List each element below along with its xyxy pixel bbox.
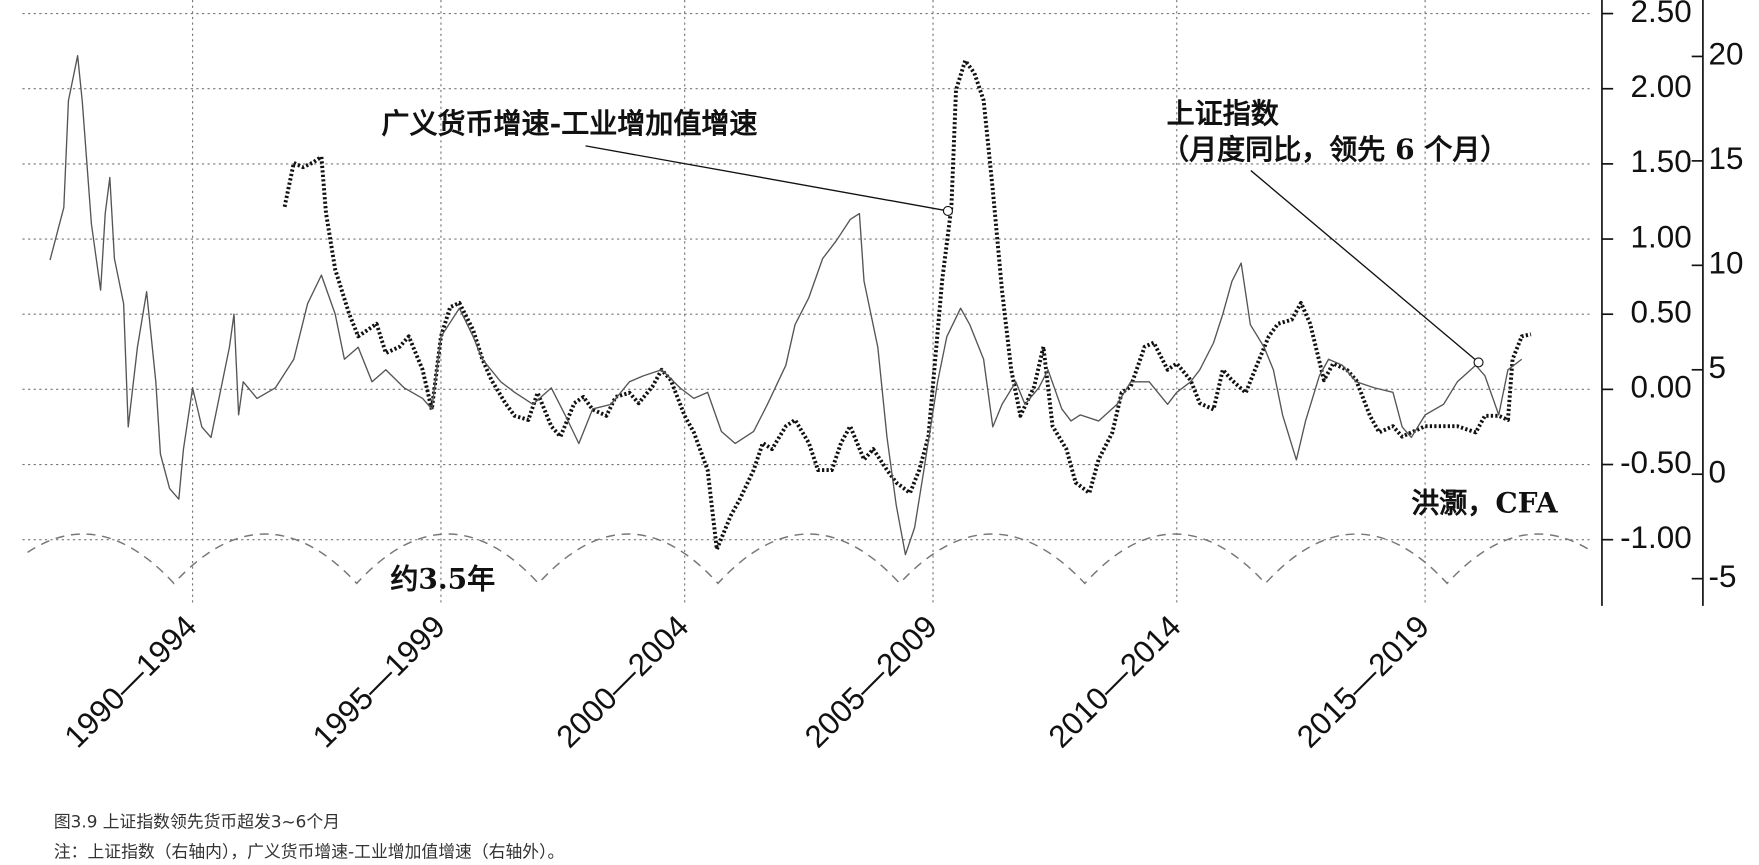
y2-tick-label: 0: [1709, 455, 1726, 490]
y-tick-label: 2.50: [1631, 0, 1692, 29]
grid: [22, 0, 1593, 606]
leader-line: [585, 145, 949, 212]
y2-tick-label: 15: [1709, 141, 1744, 176]
leader-dot: [942, 205, 953, 216]
y-tick-label: 2.00: [1631, 69, 1692, 104]
leader-line: [1250, 170, 1479, 363]
y2-tick-label: -5: [1709, 559, 1737, 594]
series-line: [282, 58, 1532, 552]
x-tick-label: 1995—1999: [306, 609, 452, 755]
y2-tick-label: 5: [1709, 350, 1726, 385]
cycle-label: 约3.5年: [390, 563, 495, 596]
y-tick-label: 1.50: [1631, 144, 1692, 179]
series-note: （月度同比，领先 6 个月）: [1161, 133, 1508, 166]
y-tick-label: 0.00: [1631, 370, 1692, 405]
y-tick-label: -0.50: [1620, 445, 1692, 480]
y-tick-label: -1.00: [1620, 520, 1692, 555]
caption-note: 注：上证指数（右轴内），广义货币增速-工业增加值增速（右轴外）。: [54, 842, 564, 862]
series-label: 广义货币增速-工业增加值增速: [381, 107, 757, 140]
y-tick-label: 1.00: [1631, 219, 1692, 254]
series-label: 上证指数: [1167, 97, 1280, 130]
leader-dot: [1473, 357, 1484, 368]
cycle-arcs: [22, 533, 1593, 585]
series-line: [49, 55, 1523, 556]
author: 洪灏，CFA: [1411, 486, 1559, 519]
y2-tick-label: 20: [1709, 37, 1744, 72]
caption: 图3.9 上证指数领先货币超发3~6个月: [54, 811, 340, 831]
x-tick-label: 2005—2009: [798, 609, 944, 755]
y-tick-label: 0.50: [1631, 295, 1692, 330]
x-tick-label: 2000—2004: [550, 609, 696, 755]
y2-tick-label: 10: [1709, 246, 1744, 281]
x-tick-label: 1990—1994: [58, 609, 204, 755]
x-tick-label: 2015—2019: [1290, 609, 1436, 755]
x-tick-label: 2010—2014: [1042, 609, 1188, 755]
lines: [49, 55, 1532, 556]
